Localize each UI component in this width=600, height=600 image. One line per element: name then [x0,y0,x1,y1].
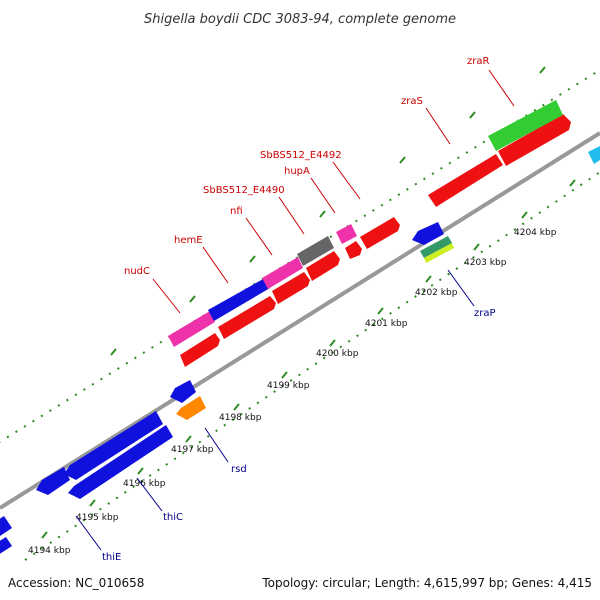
gene-feature[interactable] [297,236,334,266]
gene-label-nfi[interactable]: nfi [230,206,243,217]
gene-label-zraR[interactable]: zraR [467,56,489,67]
gene-feature[interactable] [218,296,276,339]
gene-feature[interactable] [36,467,70,495]
genome-summary: Topology: circular; Length: 4,615,997 bp… [261,576,592,590]
gene-feature[interactable] [272,272,310,304]
genome-backbone [0,131,600,510]
gene-feature[interactable] [306,251,340,281]
tick-label-4194: 4194 kbp [28,546,71,556]
gene-label-zraP[interactable]: zraP [474,308,496,319]
tick-label-4202: 4202 kbp [415,288,458,298]
gene-feature[interactable] [588,146,600,164]
tick-label-4201: 4201 kbp [365,319,408,329]
gene-label-SbBS512_E4492[interactable]: SbBS512_E4492 [260,150,342,161]
gene-feature[interactable] [360,217,400,249]
gene-label-hemE[interactable]: hemE [174,235,203,246]
gene-feature[interactable] [488,100,563,151]
reverse-strand-genes [0,146,600,555]
gene-feature[interactable] [424,243,454,263]
gene-label-nudC[interactable]: nudC [124,266,150,277]
accession-label: Accession: NC_010658 [8,576,144,590]
tick-label-4200: 4200 kbp [316,349,359,359]
gene-label-rsd[interactable]: rsd [231,464,247,475]
gene-feature[interactable] [428,154,503,207]
gene-feature[interactable] [176,396,206,420]
reverse-leader-lines [75,269,475,551]
gene-label-thiC[interactable]: thiC [163,512,183,523]
map-title: Shigella boydii CDC 3083-94, complete ge… [144,12,456,27]
tick-label-4199: 4199 kbp [267,381,310,391]
gene-label-SbBS512_E4490[interactable]: SbBS512_E4490 [203,185,285,196]
gene-feature[interactable] [412,222,444,245]
gene-label-hupA[interactable]: hupA [284,166,310,177]
gene-feature[interactable] [208,278,270,321]
tick-label-4197: 4197 kbp [171,445,214,455]
forward-leader-lines [152,69,515,314]
gene-feature[interactable] [180,333,220,367]
gene-feature[interactable] [498,114,571,166]
gene-feature[interactable] [420,236,452,258]
gene-label-thiE[interactable]: thiE [102,552,121,563]
gene-feature[interactable] [68,425,173,499]
forward-strand-genes [168,100,571,367]
gene-feature[interactable] [336,224,357,244]
tick-marks [41,66,576,539]
gene-feature[interactable] [345,241,362,259]
gene-label-zraS[interactable]: zraS [401,96,423,107]
gene-feature[interactable] [64,411,163,480]
tick-label-4204: 4204 kbp [514,228,557,238]
gene-feature[interactable] [168,311,215,347]
tick-label-4196: 4196 kbp [123,479,166,489]
gene-feature[interactable] [262,257,303,289]
tick-label-4203: 4203 kbp [464,258,507,268]
gene-feature[interactable] [0,537,12,555]
gene-feature[interactable] [0,516,12,538]
gene-feature[interactable] [170,380,196,403]
tick-label-4195: 4195 kbp [76,513,119,523]
tick-label-4198: 4198 kbp [219,413,262,423]
